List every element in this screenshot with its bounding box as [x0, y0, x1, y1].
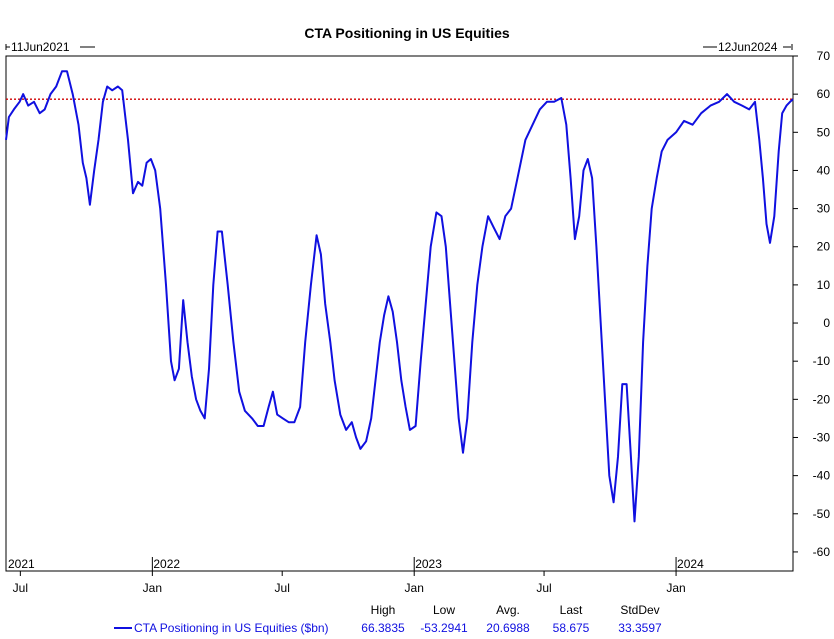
stats-header: Last [560, 603, 583, 617]
stats-value: 33.3597 [618, 621, 662, 635]
start-date-label: 11Jun2021 [11, 40, 70, 54]
x-axis: 2021 2022 2023 2024 Jul Jan Jul Jan Jul Jan [5, 557, 704, 595]
y-tick-label: -50 [813, 507, 831, 521]
month-label: Jan [666, 581, 685, 595]
plot-frame [5, 55, 794, 572]
y-tick-label: 70 [817, 49, 831, 63]
y-tick-label: 20 [817, 240, 831, 254]
year-label: 2023 [415, 557, 442, 571]
y-tick-label: 60 [817, 87, 831, 101]
year-label: 2024 [677, 557, 704, 571]
stats-value: 66.3835 [361, 621, 405, 635]
series-line [5, 70, 794, 523]
y-tick-label: 40 [817, 163, 831, 177]
stats-header: Low [433, 603, 455, 617]
month-label: Jul [536, 581, 551, 595]
month-label: Jul [275, 581, 290, 595]
y-tick-label: -10 [813, 354, 831, 368]
stats-value: 58.675 [553, 621, 590, 635]
stats-header: StdDev [620, 603, 659, 617]
stats-value: -53.2941 [420, 621, 468, 635]
y-tick-label: -60 [813, 545, 831, 559]
stats-header: High [371, 603, 396, 617]
y-tick-label: 30 [817, 202, 831, 216]
y-tick-label: -40 [813, 469, 831, 483]
month-label: Jul [13, 581, 28, 595]
legend-series-label: CTA Positioning in US Equities ($bn) [134, 621, 329, 635]
start-range-marker: 11Jun2021 [5, 40, 95, 54]
end-date-label: 12Jun2024 [718, 40, 778, 54]
month-label: Jan [143, 581, 162, 595]
y-axis: 70 60 50 40 30 20 10 0 -10 -20 -30 -40 -50 -60 [793, 49, 830, 559]
chart-title: CTA Positioning in US Equities [304, 25, 510, 41]
y-tick-label: -30 [813, 430, 831, 444]
year-label: 2022 [153, 557, 180, 571]
y-tick-label: 10 [817, 278, 831, 292]
y-tick-label: -20 [813, 392, 831, 406]
legend: CTA Positioning in US Equities ($bn) [114, 621, 329, 635]
y-tick-label: 50 [817, 125, 831, 139]
stats-header: Avg. [496, 603, 520, 617]
y-tick-label: 0 [823, 316, 830, 330]
end-range-marker: 12Jun2024 [703, 40, 793, 54]
stats-table: High Low Avg. Last StdDev 66.3835 -53.2941 20.6… [361, 603, 662, 635]
year-label: 2021 [8, 557, 35, 571]
stats-value: 20.6988 [486, 621, 530, 635]
month-label: Jan [405, 581, 424, 595]
